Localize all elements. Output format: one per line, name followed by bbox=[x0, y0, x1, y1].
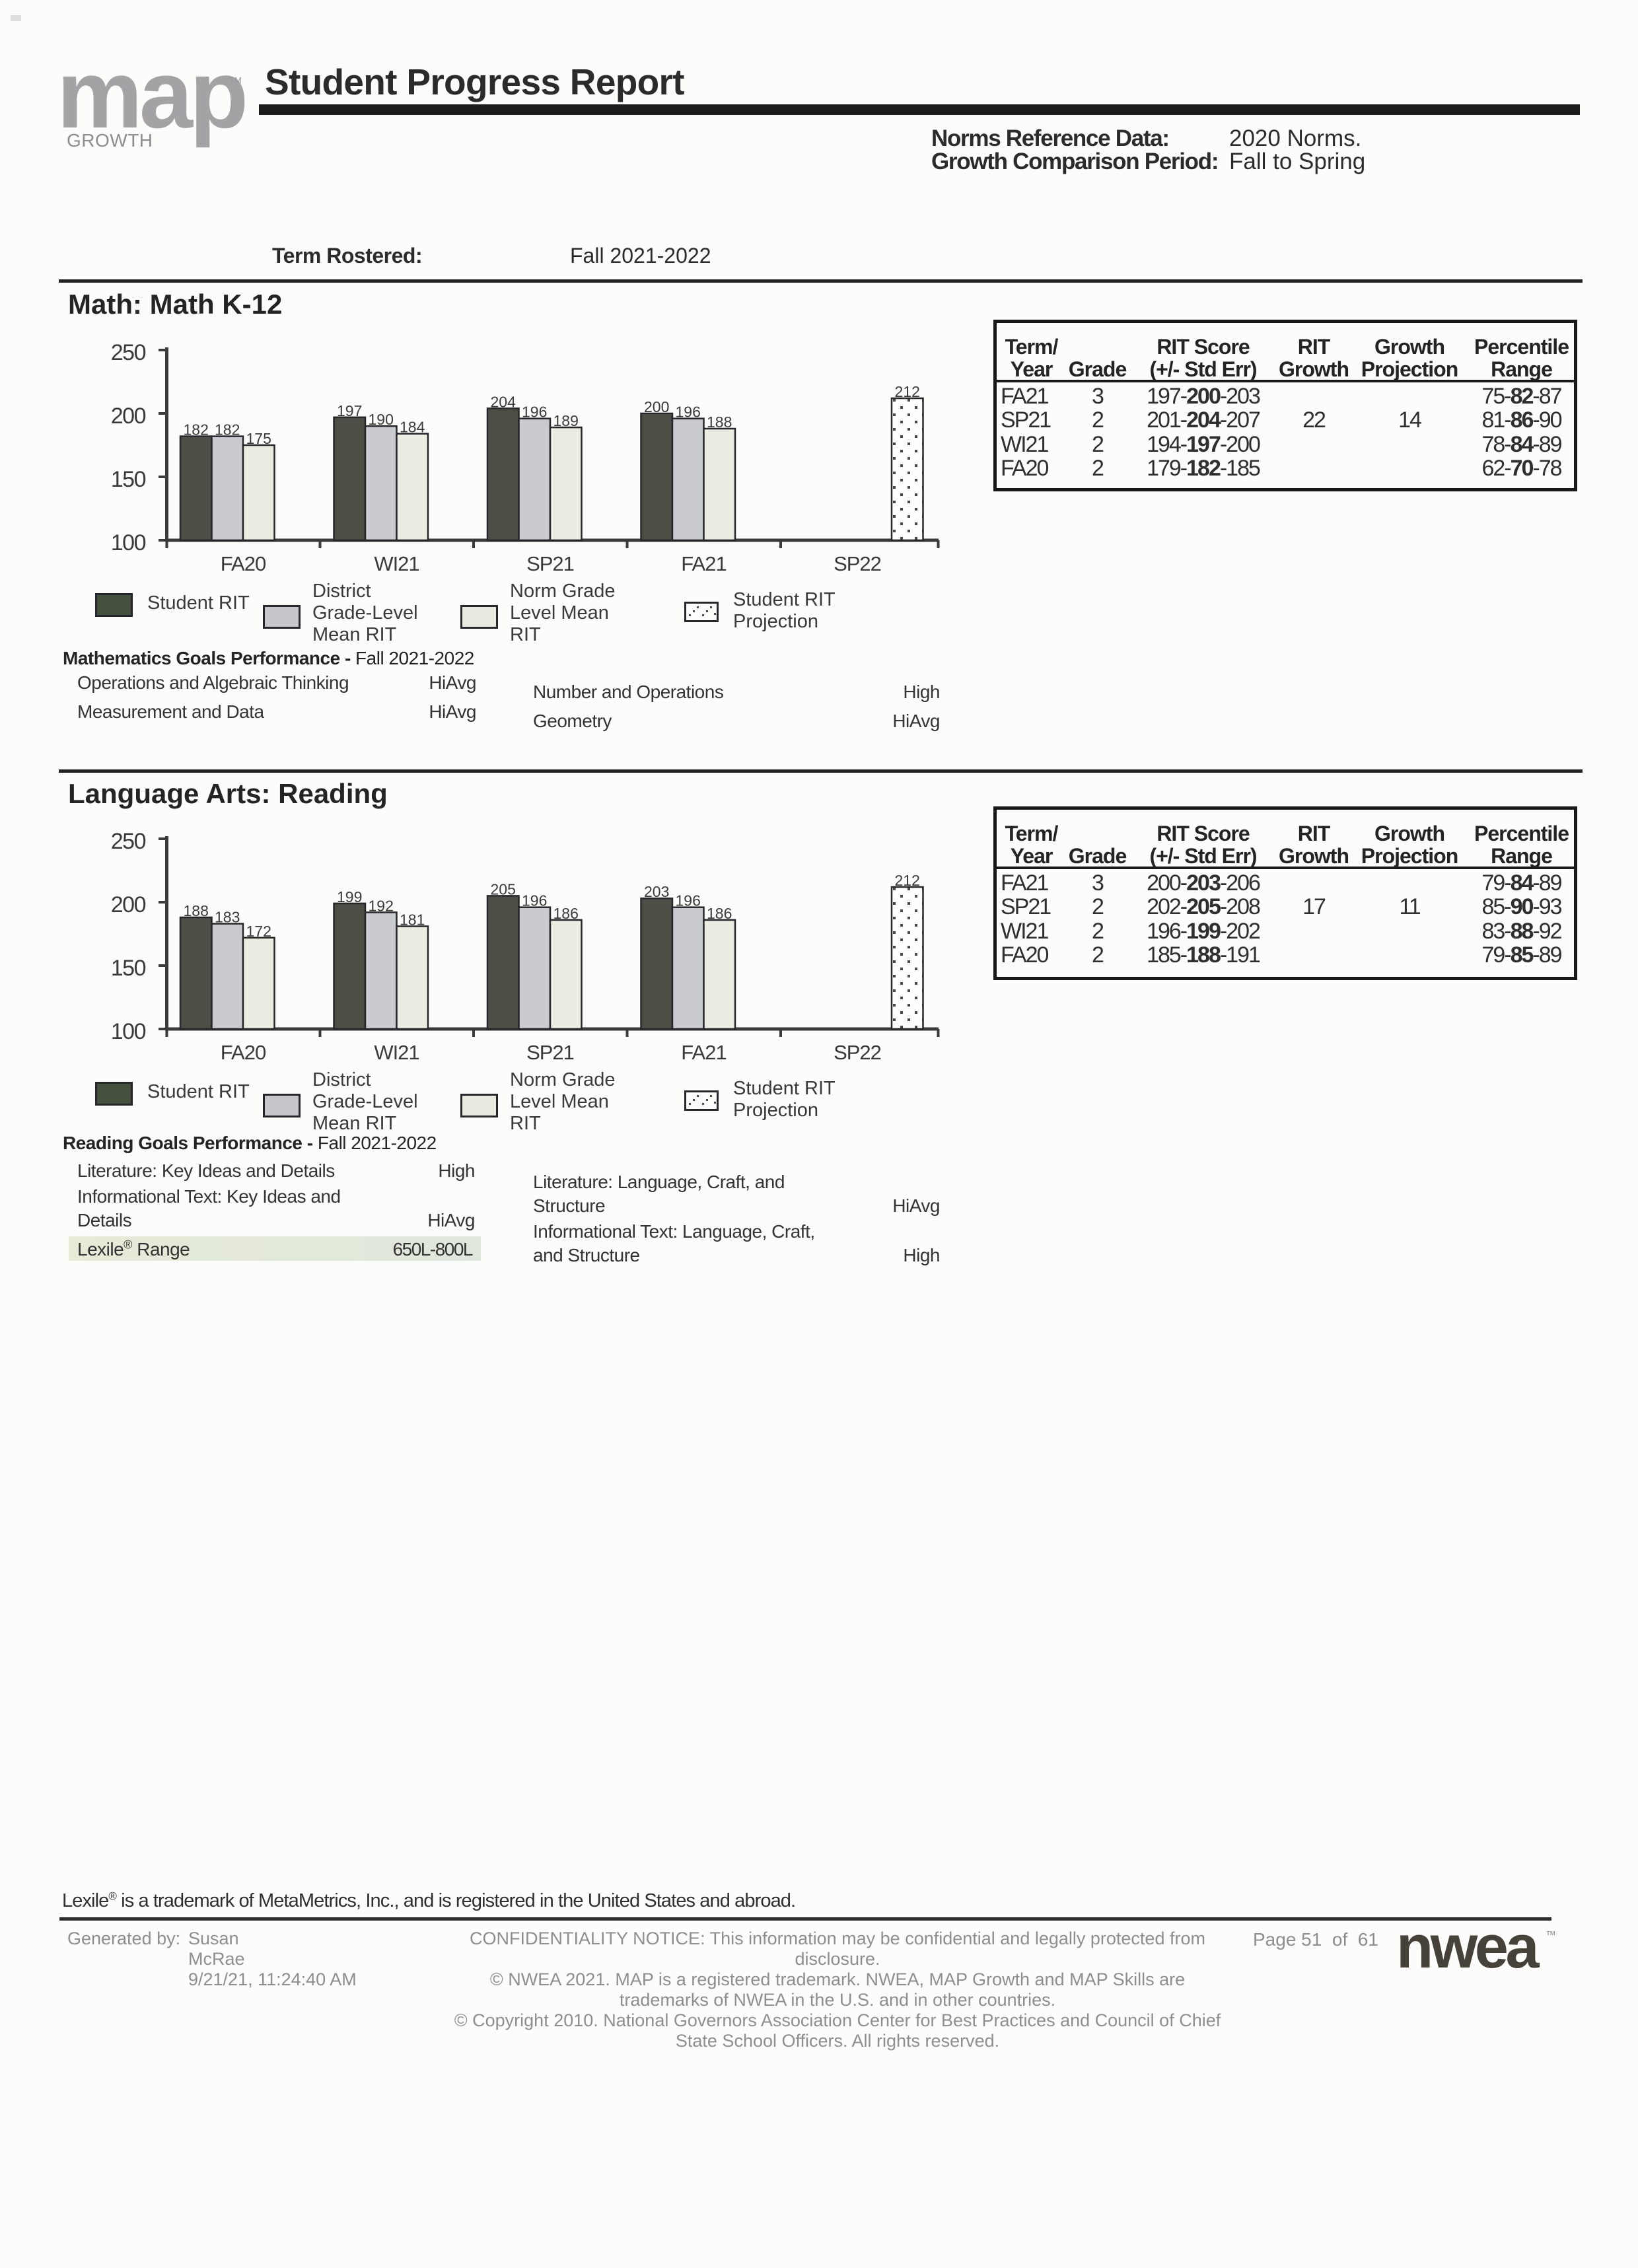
svg-text:188: 188 bbox=[707, 413, 732, 431]
svg-text:181: 181 bbox=[400, 911, 425, 929]
svg-text:196: 196 bbox=[522, 404, 547, 421]
svg-text:203: 203 bbox=[644, 883, 669, 900]
svg-text:FA20: FA20 bbox=[221, 1041, 266, 1064]
svg-text:199: 199 bbox=[337, 888, 362, 905]
svg-text:186: 186 bbox=[707, 905, 732, 922]
svg-text:WI21: WI21 bbox=[374, 1041, 419, 1064]
svg-text:197: 197 bbox=[337, 402, 362, 419]
svg-text:250: 250 bbox=[111, 829, 146, 854]
svg-text:150: 150 bbox=[111, 467, 146, 492]
svg-text:250: 250 bbox=[111, 340, 146, 365]
svg-text:FA21: FA21 bbox=[681, 552, 726, 575]
svg-text:188: 188 bbox=[184, 902, 209, 919]
svg-text:200: 200 bbox=[644, 398, 669, 415]
svg-text:SP21: SP21 bbox=[526, 1041, 574, 1064]
svg-text:205: 205 bbox=[491, 880, 516, 898]
svg-text:FA21: FA21 bbox=[681, 1041, 726, 1064]
svg-text:196: 196 bbox=[676, 404, 701, 421]
svg-text:SP21: SP21 bbox=[526, 552, 574, 575]
svg-text:189: 189 bbox=[553, 412, 579, 429]
svg-text:FA20: FA20 bbox=[221, 552, 266, 575]
svg-text:190: 190 bbox=[369, 411, 394, 428]
svg-text:100: 100 bbox=[111, 530, 146, 555]
svg-text:183: 183 bbox=[215, 909, 240, 926]
svg-text:184: 184 bbox=[400, 419, 425, 436]
svg-text:182: 182 bbox=[184, 421, 209, 439]
svg-text:196: 196 bbox=[522, 892, 547, 909]
svg-text:204: 204 bbox=[491, 393, 516, 410]
svg-text:175: 175 bbox=[246, 430, 271, 447]
svg-text:WI21: WI21 bbox=[374, 552, 419, 575]
svg-text:212: 212 bbox=[895, 383, 920, 400]
svg-text:212: 212 bbox=[895, 872, 920, 889]
svg-text:150: 150 bbox=[111, 956, 146, 981]
svg-text:196: 196 bbox=[676, 892, 701, 909]
svg-text:182: 182 bbox=[215, 421, 240, 439]
svg-text:200: 200 bbox=[111, 404, 146, 429]
svg-text:172: 172 bbox=[246, 923, 271, 940]
svg-text:SP22: SP22 bbox=[834, 1041, 881, 1064]
svg-text:SP22: SP22 bbox=[834, 552, 881, 575]
svg-text:192: 192 bbox=[369, 897, 394, 914]
svg-text:186: 186 bbox=[553, 905, 579, 922]
svg-text:200: 200 bbox=[111, 892, 146, 917]
svg-text:100: 100 bbox=[111, 1019, 146, 1044]
